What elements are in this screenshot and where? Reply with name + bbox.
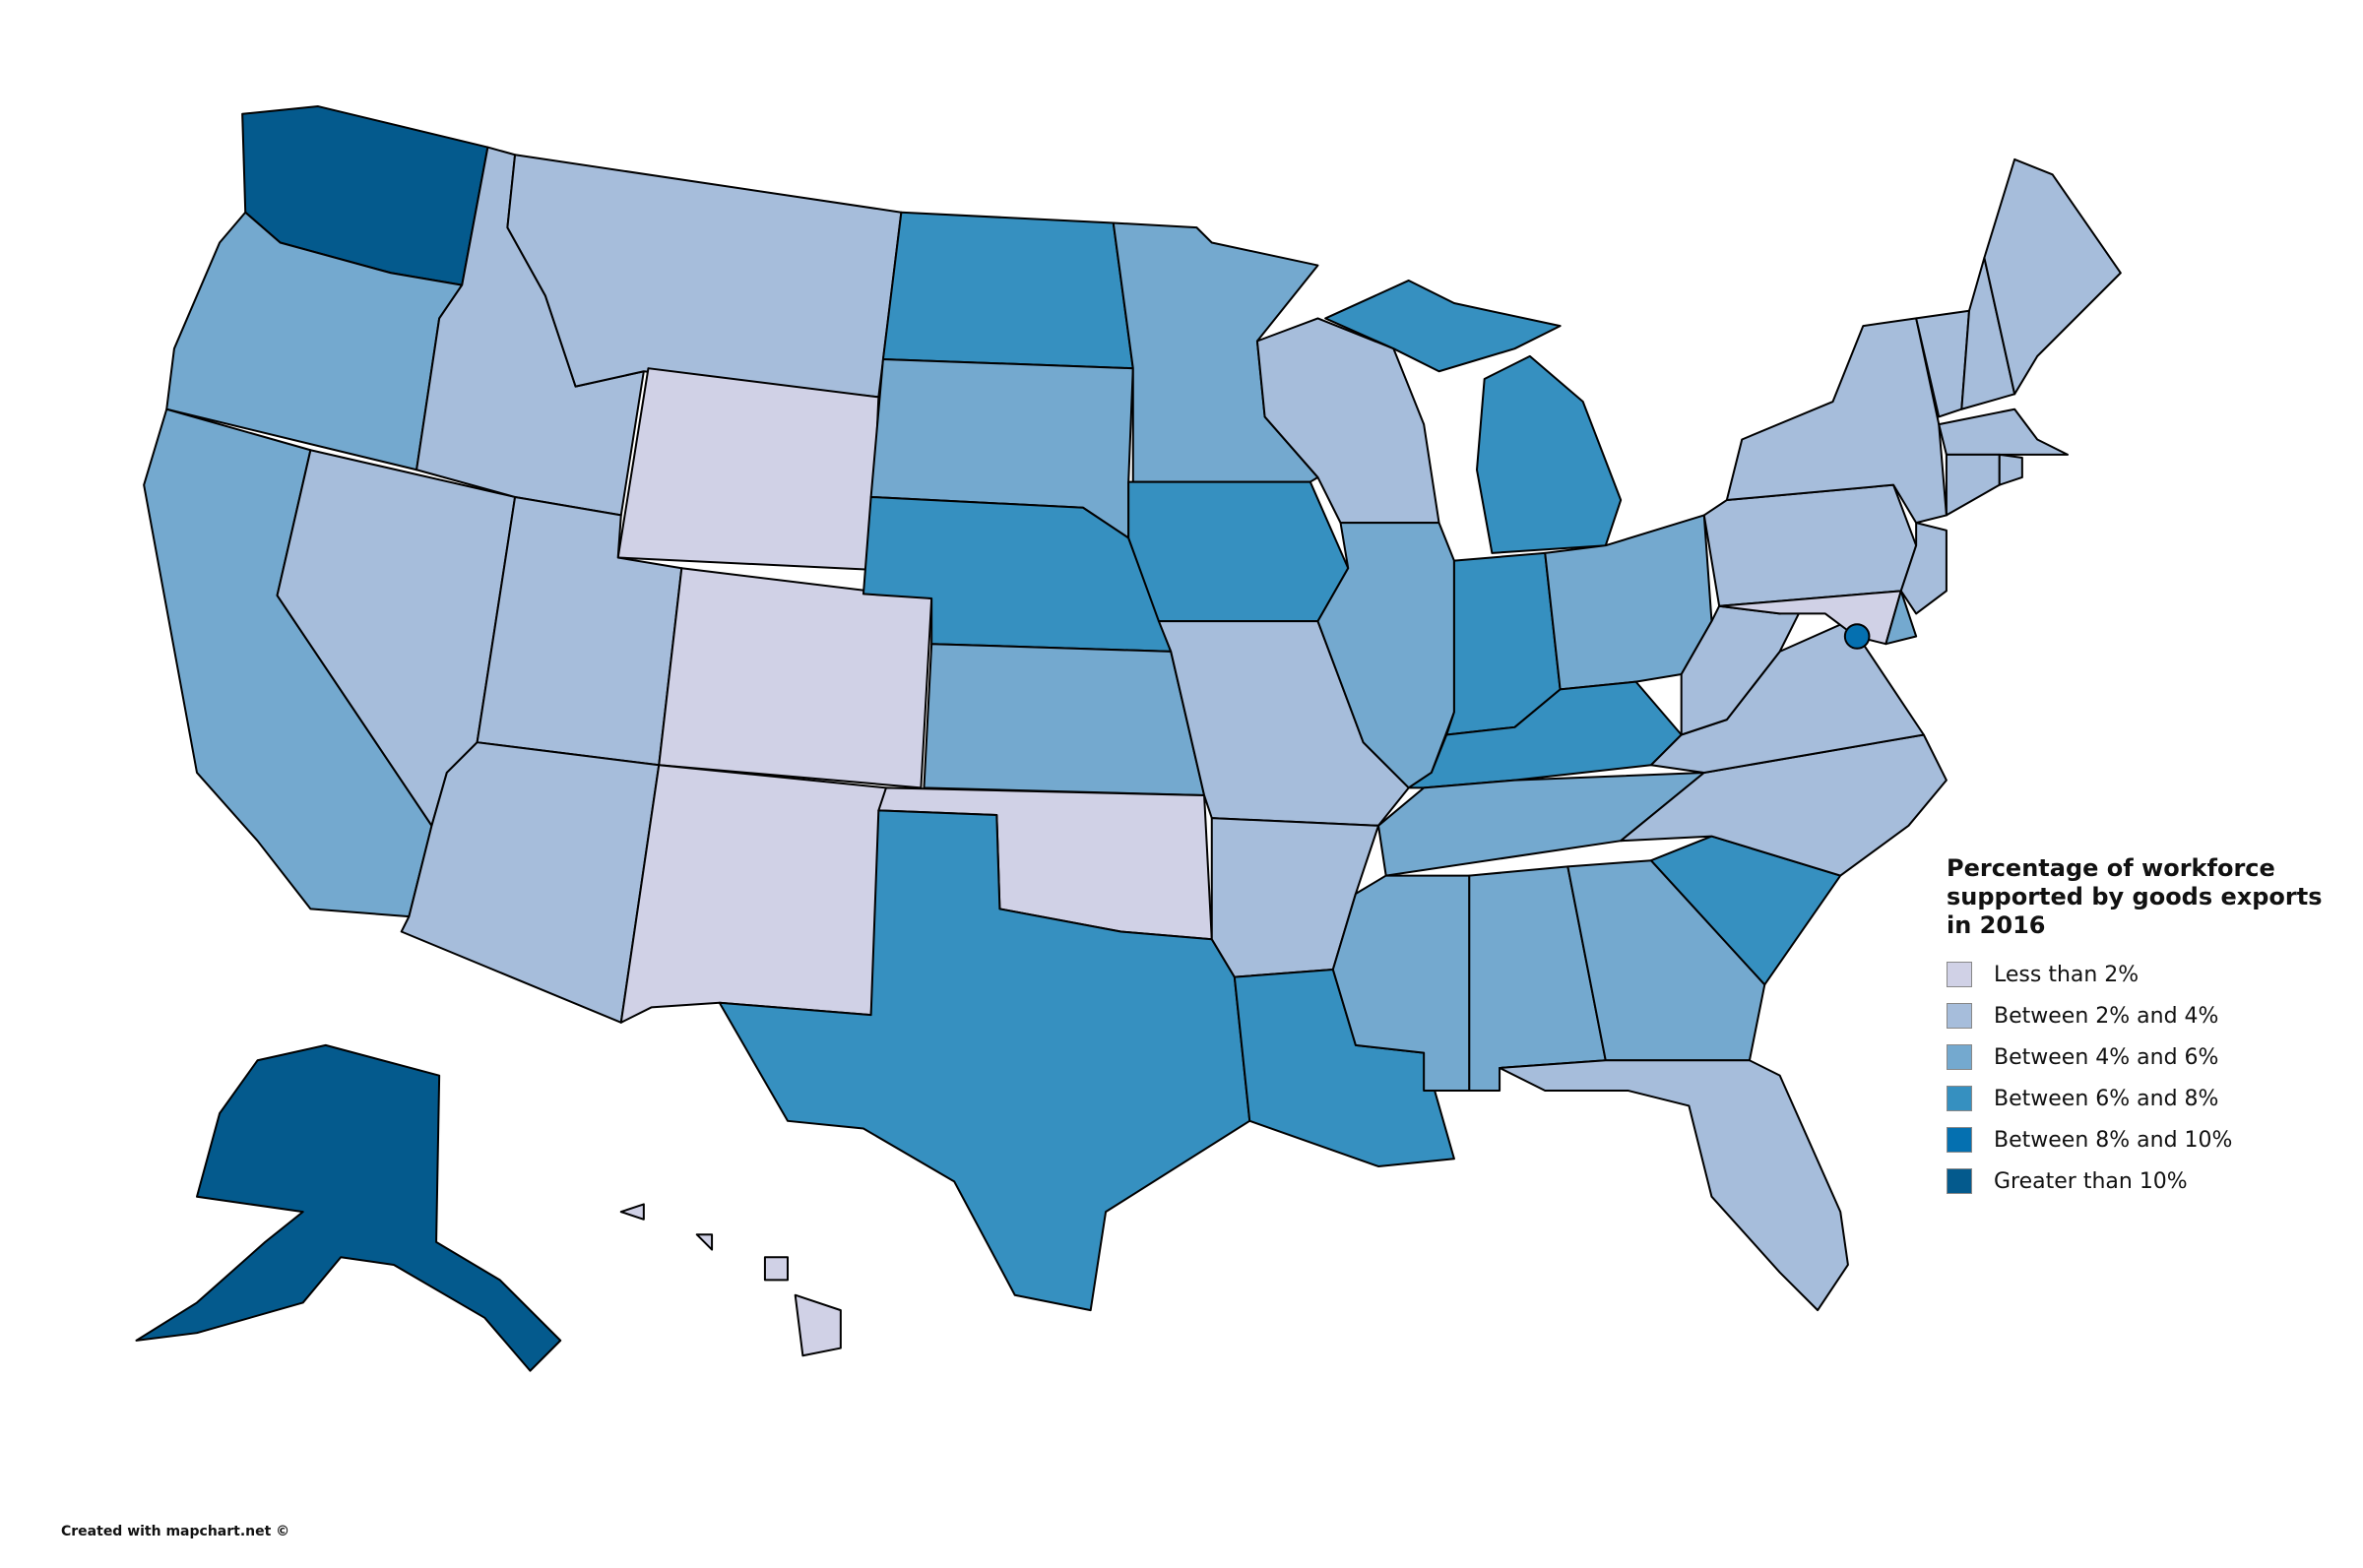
region (1884, 590, 1918, 646)
region (1843, 623, 1871, 650)
legend-swatch (1947, 1003, 1972, 1029)
region (923, 643, 1206, 797)
region (1945, 453, 2001, 517)
region (135, 1043, 562, 1372)
region (718, 809, 1251, 1312)
legend-label: Between 2% and 4% (1994, 1003, 2219, 1029)
legend-swatch (1947, 1086, 1972, 1111)
legend-title: Percentage of workforce supported by goo… (1947, 854, 2323, 939)
region (1499, 1059, 1849, 1312)
region (619, 1203, 645, 1221)
region (1476, 354, 1623, 554)
region (1938, 408, 2069, 456)
legend-label: Between 4% and 6% (1994, 1044, 2219, 1070)
region (1127, 480, 1350, 623)
legend-label: Less than 2% (1994, 962, 2139, 987)
region (1702, 483, 1918, 607)
legend-swatch (1947, 1168, 1972, 1194)
region (506, 154, 903, 399)
region (1983, 157, 2122, 396)
region (1899, 522, 1948, 615)
legend-item: Between 4% and 6% (1947, 1036, 2331, 1078)
legend-swatch (1947, 962, 1972, 987)
legend-swatch (1947, 1044, 1972, 1070)
region (881, 211, 1134, 370)
legend-label: Between 6% and 8% (1994, 1086, 2219, 1111)
legend-item: Between 2% and 4% (1947, 995, 2331, 1036)
legend-label: Greater than 10% (1994, 1168, 2188, 1194)
region (763, 1256, 789, 1282)
region (794, 1293, 842, 1357)
region (658, 567, 933, 789)
region (619, 764, 887, 1024)
legend-item: Between 8% and 10% (1947, 1119, 2331, 1160)
legend-item: Between 6% and 8% (1947, 1078, 2331, 1119)
credit: Created with mapchart.net © (61, 1524, 290, 1539)
legend-swatch (1947, 1127, 1972, 1153)
legend-items: Less than 2% Between 2% and 4% Between 4% … (1947, 954, 2331, 1202)
legend: Percentage of workforce supported by goo… (1947, 854, 2331, 1202)
region (1324, 279, 1562, 373)
region (1566, 859, 1766, 1062)
legend-label: Between 8% and 10% (1994, 1127, 2233, 1153)
region (695, 1233, 714, 1251)
legend-item: Less than 2% (1947, 954, 2331, 995)
region (1998, 453, 2023, 486)
region (616, 367, 880, 571)
legend-item: Greater than 10% (1947, 1160, 2331, 1202)
